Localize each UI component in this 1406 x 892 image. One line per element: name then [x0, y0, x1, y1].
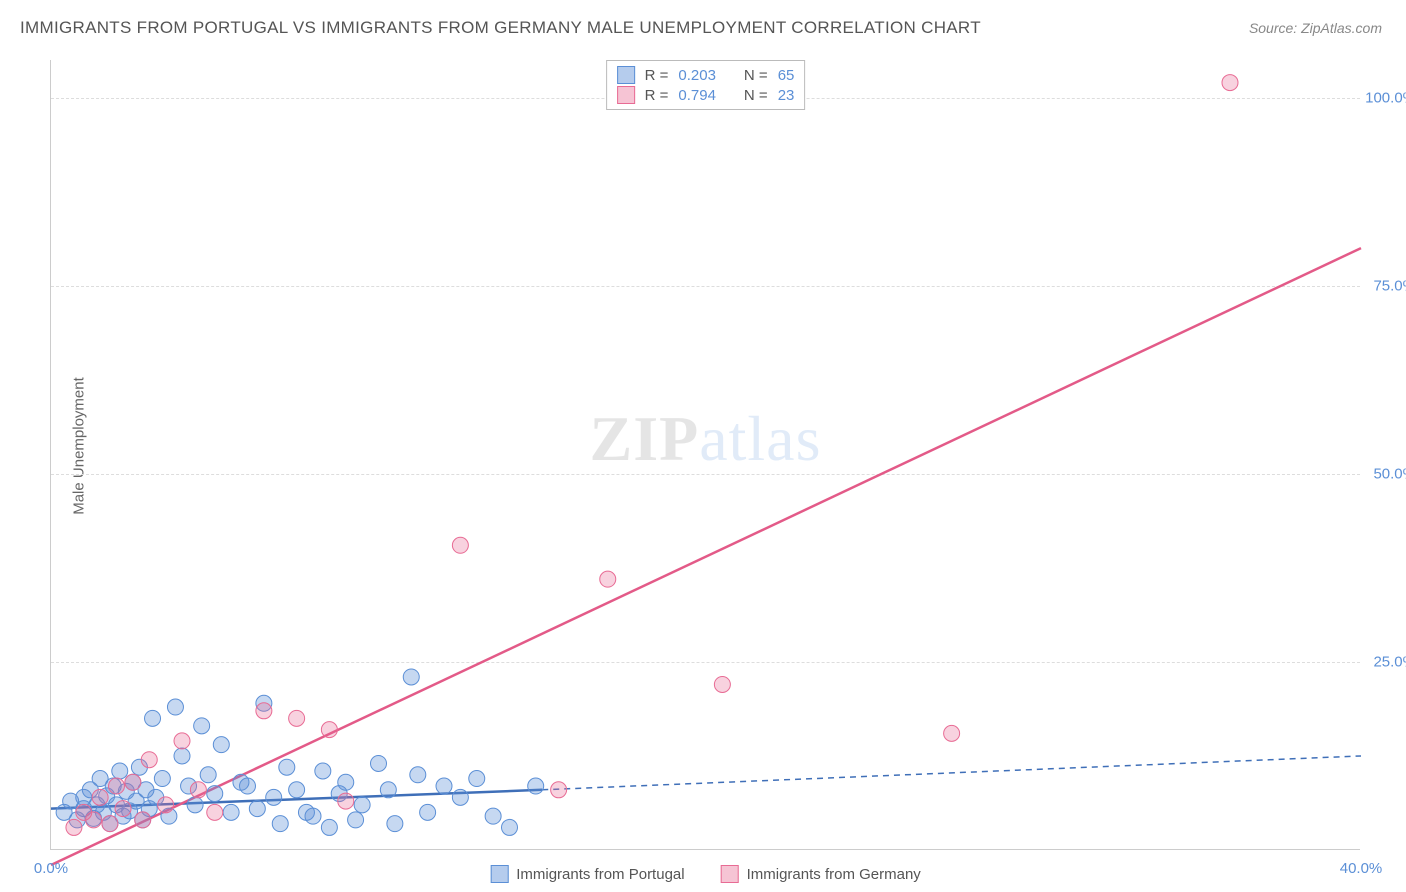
- legend-n-label: N =: [744, 67, 768, 84]
- data-point: [190, 782, 206, 798]
- data-point: [321, 722, 337, 738]
- legend-r-value: 0.203: [678, 67, 716, 84]
- data-point: [485, 808, 501, 824]
- data-point: [315, 763, 331, 779]
- legend-r-label: R =: [645, 87, 669, 104]
- data-point: [528, 778, 544, 794]
- data-point: [272, 816, 288, 832]
- source-attribution: Source: ZipAtlas.com: [1249, 20, 1382, 36]
- legend-correlation: R = 0.203 N = 65 R = 0.794 N = 23: [606, 60, 806, 110]
- legend-swatch: [617, 86, 635, 104]
- y-tick-label: 100.0%: [1365, 89, 1406, 106]
- legend-r-value: 0.794: [678, 87, 716, 104]
- legend-n-value: 65: [778, 67, 795, 84]
- data-point: [1222, 75, 1238, 91]
- data-point: [112, 763, 128, 779]
- data-point: [452, 537, 468, 553]
- data-point: [266, 789, 282, 805]
- chart-title: IMMIGRANTS FROM PORTUGAL VS IMMIGRANTS F…: [20, 18, 981, 38]
- plot-area: ZIPatlas 25.0%50.0%75.0%100.0% R =0.203N…: [50, 60, 1360, 850]
- data-point: [194, 718, 210, 734]
- data-point: [187, 797, 203, 813]
- data-point: [207, 804, 223, 820]
- data-point: [125, 774, 141, 790]
- data-point: [469, 771, 485, 787]
- data-point: [115, 801, 131, 817]
- legend-r-label: R =: [645, 67, 669, 84]
- data-point: [452, 789, 468, 805]
- data-point: [135, 812, 151, 828]
- plot-svg: [51, 60, 1360, 849]
- data-point: [256, 703, 272, 719]
- data-point: [109, 778, 125, 794]
- data-point: [420, 804, 436, 820]
- data-point: [92, 789, 108, 805]
- data-point: [240, 778, 256, 794]
- data-point: [167, 699, 183, 715]
- data-point: [410, 767, 426, 783]
- data-point: [141, 752, 157, 768]
- data-point: [102, 816, 118, 832]
- legend-swatch: [490, 865, 508, 883]
- trend-line: [51, 248, 1361, 865]
- data-point: [944, 725, 960, 741]
- data-point: [249, 801, 265, 817]
- data-point: [213, 737, 229, 753]
- data-point: [289, 710, 305, 726]
- legend-row: R = 0.203 N = 65: [617, 65, 795, 85]
- data-point: [279, 759, 295, 775]
- data-point: [338, 774, 354, 790]
- data-point: [338, 793, 354, 809]
- data-point: [158, 797, 174, 813]
- legend-item: Immigrants from Portugal: [490, 865, 684, 883]
- legend-series-name: Immigrants from Germany: [747, 866, 921, 883]
- legend-series-name: Immigrants from Portugal: [516, 866, 684, 883]
- data-point: [354, 797, 370, 813]
- data-point: [200, 767, 216, 783]
- data-point: [600, 571, 616, 587]
- data-point: [436, 778, 452, 794]
- legend-item: Immigrants from Germany: [721, 865, 921, 883]
- data-point: [403, 669, 419, 685]
- data-point: [174, 733, 190, 749]
- data-point: [207, 786, 223, 802]
- x-tick-label: 0.0%: [34, 860, 68, 877]
- data-point: [387, 816, 403, 832]
- data-point: [145, 710, 161, 726]
- y-tick-label: 75.0%: [1373, 277, 1406, 294]
- data-point: [502, 819, 518, 835]
- data-point: [551, 782, 567, 798]
- data-point: [289, 782, 305, 798]
- y-tick-label: 25.0%: [1373, 653, 1406, 670]
- data-point: [305, 808, 321, 824]
- trend-line-dashed: [542, 756, 1361, 790]
- legend-n-label: N =: [744, 87, 768, 104]
- data-point: [714, 676, 730, 692]
- data-point: [223, 804, 239, 820]
- data-point: [380, 782, 396, 798]
- data-point: [154, 771, 170, 787]
- data-point: [66, 819, 82, 835]
- x-tick-label: 40.0%: [1340, 860, 1383, 877]
- legend-swatch: [617, 66, 635, 84]
- data-point: [371, 755, 387, 771]
- data-point: [174, 748, 190, 764]
- legend-swatch: [721, 865, 739, 883]
- legend-row: R = 0.794 N = 23: [617, 85, 795, 105]
- legend-series: Immigrants from Portugal Immigrants from …: [490, 865, 921, 883]
- legend-n-value: 23: [778, 87, 795, 104]
- data-point: [348, 812, 364, 828]
- y-tick-label: 50.0%: [1373, 465, 1406, 482]
- data-point: [86, 812, 102, 828]
- data-point: [321, 819, 337, 835]
